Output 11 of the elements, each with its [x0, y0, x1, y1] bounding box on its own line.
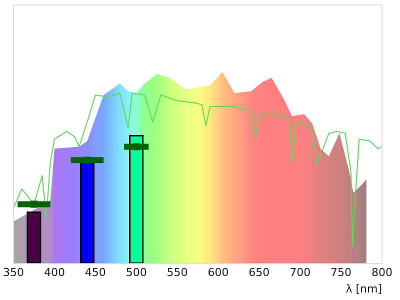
x-axis-title: λ [nm]: [346, 282, 382, 296]
x-tick-label: 400: [44, 266, 65, 280]
x-tick-label: 500: [126, 266, 147, 280]
x-tick-label: 450: [84, 266, 106, 280]
x-tick-label: 550: [166, 266, 188, 280]
x-tick-label: 600: [208, 266, 229, 280]
x-tick-label: 750: [330, 266, 352, 280]
x-tick-label: 700: [290, 266, 311, 280]
x-tick-label: 350: [3, 266, 24, 280]
x-tick-label: 650: [248, 266, 270, 280]
x-tick-label: 800: [372, 266, 392, 280]
